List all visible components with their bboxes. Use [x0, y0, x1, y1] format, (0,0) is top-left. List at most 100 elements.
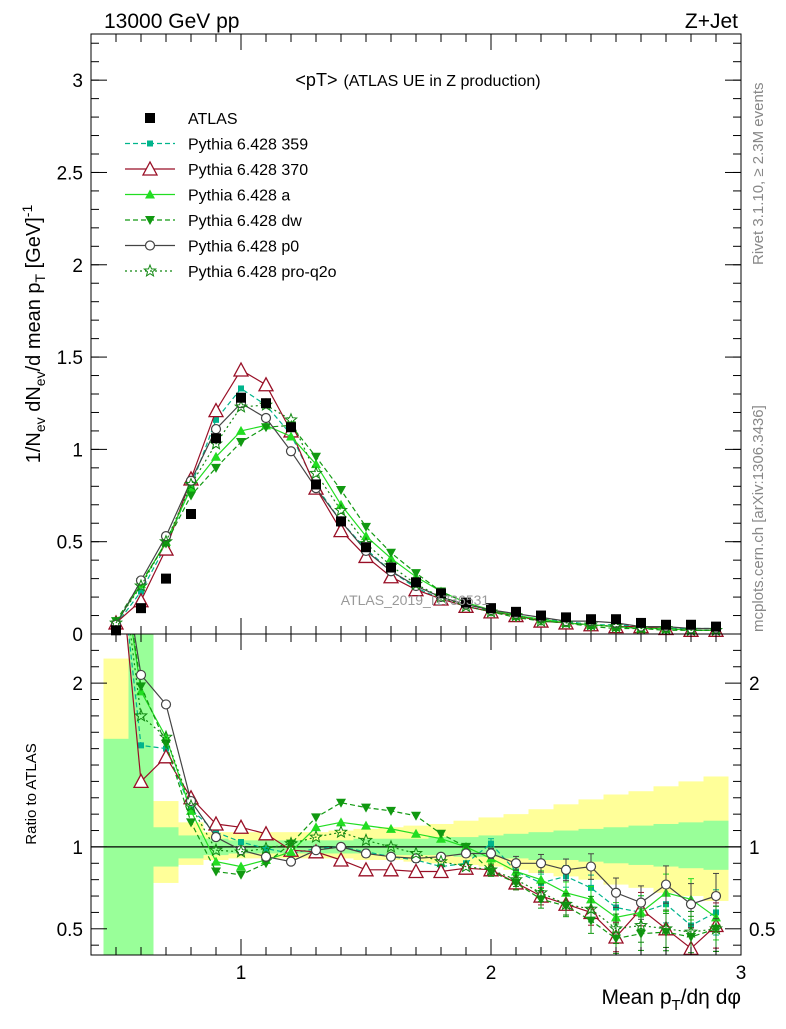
- plot-title: <pT> (ATLAS UE in Z production): [295, 70, 540, 90]
- data-marker: [611, 614, 621, 625]
- legend-label: Pythia 6.428 a: [188, 188, 290, 205]
- series-marker: [236, 861, 246, 871]
- series-marker: [460, 848, 472, 859]
- series-marker: [260, 851, 272, 862]
- series-marker: [609, 921, 623, 935]
- series-marker: [510, 858, 522, 869]
- stat-uncertainty-band: [653, 823, 679, 867]
- series-marker: [659, 921, 673, 935]
- y-tick-label: 2.5: [57, 163, 83, 184]
- stat-uncertainty-band: [553, 830, 579, 861]
- data-marker: [586, 614, 596, 625]
- series-marker: [160, 699, 172, 710]
- series-marker: [584, 901, 598, 916]
- series-marker: [232, 818, 250, 834]
- series-marker: [236, 870, 246, 880]
- data-marker: [436, 588, 446, 599]
- series-marker: [561, 887, 571, 897]
- data-marker: [661, 619, 671, 630]
- ratio-y-tick-label: 1: [72, 838, 83, 859]
- series-marker: [361, 522, 371, 532]
- y-tick-label: 0.5: [57, 533, 83, 554]
- series-marker: [285, 856, 297, 867]
- series-marker: [386, 806, 396, 816]
- series-marker: [184, 798, 198, 812]
- series-marker: [684, 924, 698, 938]
- series-marker: [257, 825, 275, 841]
- series-marker: [159, 534, 173, 548]
- series-marker: [145, 189, 155, 199]
- data-marker: [711, 621, 721, 632]
- series-marker: [141, 160, 159, 176]
- series-marker: [210, 423, 222, 435]
- series-marker: [382, 861, 400, 877]
- plot-title-sub: (ATLAS UE in Z production): [343, 73, 540, 90]
- series-marker: [234, 844, 248, 858]
- legend-label: Pythia 6.428 359: [188, 137, 308, 154]
- series-marker: [311, 822, 321, 832]
- legend-label: Pythia 6.428 p0: [188, 239, 299, 256]
- legend-entry: Pythia 6.428 dw: [125, 213, 302, 230]
- series-marker: [536, 874, 546, 884]
- legend-entry: Pythia 6.428 370: [125, 160, 308, 179]
- ratio-frame: [90, 633, 742, 956]
- series-marker: [284, 836, 298, 850]
- series-marker: [311, 452, 321, 462]
- series-marker: [207, 402, 225, 418]
- series-marker: [285, 446, 297, 457]
- series-marker: [159, 729, 173, 744]
- series-marker: [385, 851, 397, 862]
- series-marker: [211, 463, 221, 473]
- ratio-y-label: Ratio to ATLAS: [23, 743, 40, 844]
- series-marker: [709, 921, 723, 935]
- legend-label: Pythia 6.428 pro-q2o: [188, 264, 337, 281]
- series-marker: [411, 828, 421, 838]
- x-tick-label: 3: [736, 963, 747, 984]
- series-marker: [311, 459, 321, 469]
- series-marker: [407, 863, 425, 879]
- y-tick-label: 1: [72, 440, 83, 461]
- series-marker: [336, 798, 346, 808]
- series-marker: [361, 531, 371, 541]
- data-marker: [686, 619, 696, 630]
- data-marker: [286, 422, 296, 433]
- data-marker: [486, 603, 496, 614]
- series-line: [115, 404, 716, 631]
- legend-entry: Pythia 6.428 pro-q2o: [125, 263, 337, 281]
- data-marker: [145, 113, 155, 123]
- series-marker: [635, 897, 647, 908]
- series-marker: [386, 553, 396, 563]
- series-marker: [334, 502, 348, 517]
- series-marker: [609, 619, 623, 633]
- series-marker: [211, 867, 221, 877]
- series-marker: [485, 848, 497, 859]
- ratio-y-tick-label-right: 0.5: [749, 920, 775, 941]
- series-marker: [335, 841, 347, 853]
- series-marker: [209, 842, 223, 857]
- header-left: 13000 GeV pp: [104, 10, 239, 33]
- y-tick-label: 3: [72, 71, 83, 92]
- series-marker: [660, 879, 672, 890]
- series-marker: [132, 773, 150, 789]
- data-marker: [186, 509, 196, 519]
- legend-entry: Pythia 6.428 359: [125, 137, 308, 154]
- series-marker: [259, 841, 273, 855]
- series-atlas: [111, 392, 721, 636]
- ratio-series-p0: [133, 634, 722, 926]
- series-marker: [134, 578, 148, 593]
- data-marker: [261, 398, 271, 409]
- series-marker: [211, 451, 221, 461]
- rivet-label: Rivet 3.1.10, ≥ 2.3M events: [750, 83, 767, 266]
- series-marker: [234, 399, 248, 413]
- legend-entry: Pythia 6.428 a: [125, 188, 290, 205]
- series-marker: [434, 854, 448, 868]
- data-marker: [236, 392, 246, 403]
- ratio-series-pro-q2o: [129, 634, 723, 954]
- series-marker: [309, 466, 323, 480]
- data-marker: [161, 573, 171, 584]
- series-marker: [534, 885, 548, 899]
- series-marker: [238, 838, 244, 845]
- series-marker: [186, 818, 196, 828]
- stat-uncertainty-band: [703, 820, 729, 870]
- data-marker: [386, 562, 396, 573]
